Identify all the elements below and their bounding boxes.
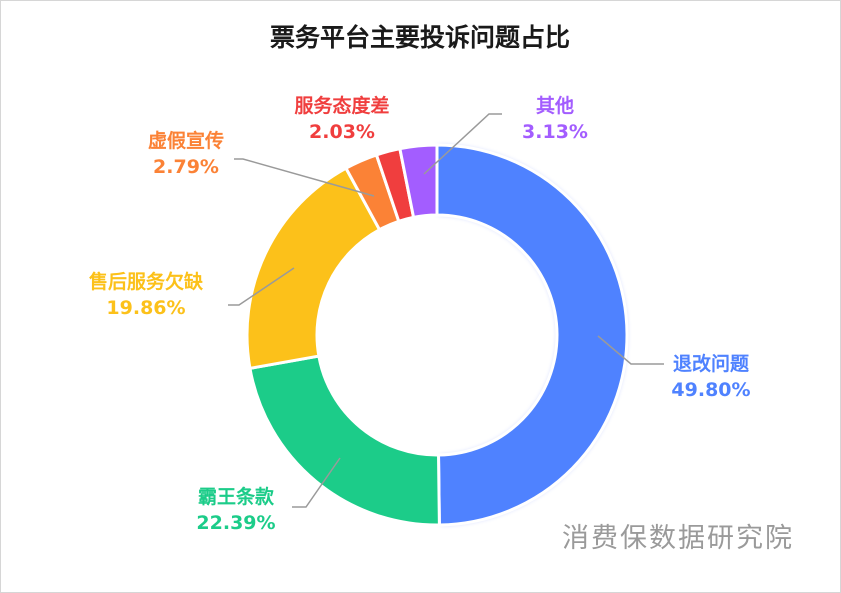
chart-title: 票务平台主要投诉问题占比 — [270, 23, 570, 52]
label-value-after-sales: 19.86% — [106, 297, 185, 319]
label-value-attitude: 2.03% — [309, 121, 375, 143]
slice-other — [398, 143, 439, 220]
slices-group — [245, 143, 629, 527]
slice-after-sales — [245, 166, 382, 371]
slice-refund — [435, 143, 629, 527]
label-name-false-ad: 虚假宣传 — [148, 129, 224, 152]
leader-line-unfair-terms — [292, 457, 341, 508]
label-value-false-ad: 2.79% — [153, 156, 219, 178]
leader-line-after-sales — [228, 267, 295, 306]
label-value-unfair-terms: 22.39% — [196, 512, 275, 534]
leader-line-false-ad — [234, 158, 375, 197]
labels-group: 退改问题 49.80% 霸王条款 22.39% 售后服务欠缺 19.86% 虚假宣传 2.79… — [88, 94, 751, 534]
label-name-unfair-terms: 霸王条款 — [198, 485, 275, 508]
slice-unfair-terms — [248, 354, 441, 527]
leader-lines-group — [228, 113, 664, 508]
label-name-after-sales: 售后服务欠缺 — [88, 270, 204, 293]
label-name-attitude: 服务态度差 — [294, 94, 389, 117]
leader-line-refund — [597, 335, 664, 365]
leader-line-other — [423, 113, 502, 175]
label-value-refund: 49.80% — [671, 379, 750, 401]
label-value-other: 3.13% — [522, 121, 588, 143]
label-name-other: 其他 — [536, 94, 574, 117]
label-name-refund: 退改问题 — [673, 352, 749, 375]
watermark-text: 消费保数据研究院 — [562, 523, 794, 554]
